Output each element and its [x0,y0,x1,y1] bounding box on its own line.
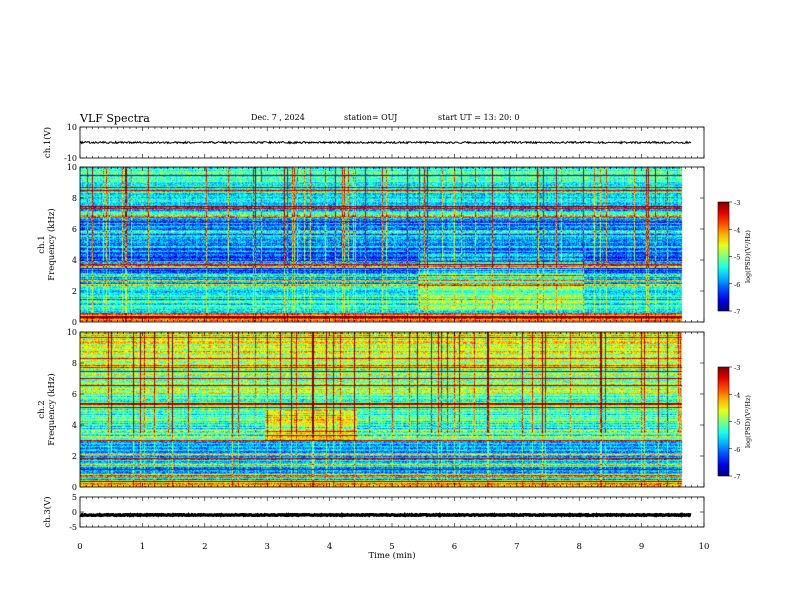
ch1-spectrogram-y-label: ch.1 [37,235,47,253]
ch2-spectrogram-y-label: ch.2 [37,400,47,418]
ch1-spectrogram-y-tick-label: 0 [72,318,77,327]
x-tick-label: 3 [264,542,269,552]
ch2-spectrogram-y-tick-label: 6 [72,390,77,399]
ch2-spectrogram-y-tick-label: 2 [72,452,77,461]
x-tick-label: 7 [514,542,519,552]
x-tick-label: 8 [576,542,581,552]
colorbar-tick-label: -5 [734,254,740,262]
station-label: station= OUJ [344,113,398,122]
ch1-spectrogram-y-tick-label: 8 [72,194,77,203]
ch3-waveform-y-tick-label: 0 [72,508,77,517]
ch1-spectrogram-image [80,167,694,322]
ch2-spectrogram-y-tick-label: 0 [72,483,77,492]
ch2-spectrogram-y-tick-label: 4 [72,421,77,430]
ch2-spectrogram-frame [79,331,705,488]
ch2-spectrogram-image [80,332,694,487]
ch3-waveform-y-label: ch.3(V) [42,496,53,527]
colorbar-tick-label: -7 [734,473,740,481]
x-tick-label: 1 [140,542,145,552]
colorbar-tick-label: -4 [734,391,740,399]
colorbar-tick-label: -6 [734,281,740,289]
x-tick-label: 5 [389,542,394,552]
ch1-spectrogram-y-tick-label: 2 [72,287,77,296]
colorbar-1 [717,201,730,312]
ch1-waveform-trace [79,140,692,145]
ch2-spectrogram-y-label: Frequency (kHz) [46,373,57,445]
ch3-waveform-trace [79,512,692,518]
colorbar-label: log(PSD)(V²/Hz) [744,230,752,283]
ch3-waveform-y-tick-label: 5 [72,493,77,502]
x-tick-label: 2 [202,542,207,552]
colorbar-2 [717,366,730,477]
x-tick-label: 10 [699,542,710,552]
ch1-spectrogram-y-tick-label: 10 [67,163,77,172]
ch2-spectrogram-y-tick-label: 8 [72,359,77,368]
start-time-label: start UT = 13: 20: 0 [438,113,520,122]
ch3-waveform-y-tick-label: -5 [69,523,77,532]
ch1-waveform-y-tick-label: -10 [64,154,77,163]
ch1-spectrogram-y-tick-label: 6 [72,225,77,234]
ch1-spectrogram-frame [79,166,705,323]
x-axis-label: Time (min) [368,550,415,561]
colorbar-tick-label: -3 [734,199,740,207]
ch1-waveform-y-label: ch.1(V) [42,127,53,158]
colorbar-tick-label: -6 [734,446,740,454]
colorbar-tick-label: -4 [734,226,740,234]
colorbar-tick-label: -5 [734,419,740,427]
colorbar-label: log(PSD)(V²/Hz) [744,395,752,448]
x-tick-label: 6 [452,542,457,552]
x-tick-label: 4 [327,542,332,552]
ch1-spectrogram-y-tick-label: 4 [72,256,77,265]
colorbar-tick-label: -7 [734,308,740,316]
figure-title: VLF Spectra [80,112,150,125]
ch2-spectrogram-y-tick-label: 10 [67,328,77,337]
colorbar-tick-label: -3 [734,364,740,372]
x-tick-label: 0 [77,542,82,552]
x-tick-label: 9 [639,542,644,552]
ch3-waveform-frame [79,496,705,528]
date-label: Dec. 7 , 2024 [251,113,305,122]
ch1-waveform-y-tick-label: 10 [67,123,77,132]
ch1-spectrogram-y-label: Frequency (kHz) [46,208,57,280]
